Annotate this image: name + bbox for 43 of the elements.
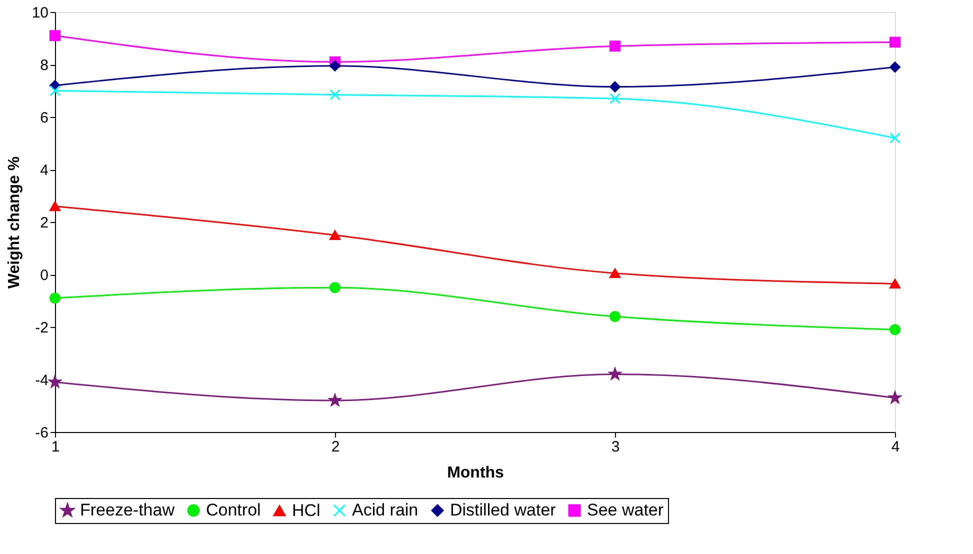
x-tick-label: 4	[891, 438, 900, 456]
point	[50, 292, 60, 304]
point	[330, 230, 340, 240]
y-tick-label: 10	[32, 4, 48, 22]
point	[330, 60, 340, 72]
y-tick-label: 8	[40, 57, 48, 74]
point	[50, 201, 60, 212]
point	[330, 282, 340, 294]
legend-label: Freeze-thaw	[80, 500, 176, 520]
y-tick-label: 6	[40, 110, 48, 126]
legend-label: Distilled water	[450, 500, 556, 520]
x-tick-label: 3	[611, 438, 620, 456]
point	[890, 132, 900, 144]
y-axis-title: Weight change %	[6, 156, 23, 289]
legend-label: Acid rain	[352, 500, 418, 520]
legend-label: Control	[206, 500, 261, 520]
point	[610, 40, 620, 52]
x-tick-label: 1	[51, 438, 60, 456]
legend-label: HCl	[292, 500, 320, 520]
point	[890, 36, 900, 48]
y-tick-label: 2	[40, 214, 48, 232]
point	[610, 268, 620, 278]
y-tick-label: -2	[35, 320, 48, 336]
y-tick-label: -4	[35, 372, 48, 389]
point	[50, 85, 60, 96]
point	[890, 62, 900, 73]
point	[328, 394, 342, 406]
point	[48, 376, 62, 388]
point	[610, 81, 620, 92]
y-tick-label: -6	[35, 424, 48, 442]
point	[888, 391, 902, 404]
y-tick-label: 4	[40, 162, 48, 179]
point	[890, 324, 900, 336]
x-tick-label: 2	[331, 438, 340, 456]
point	[50, 30, 60, 42]
point	[608, 368, 622, 380]
legend-label: See water	[587, 500, 664, 520]
point	[610, 311, 620, 322]
y-tick-label: 0	[40, 267, 48, 284]
x-axis-title: Months	[447, 464, 504, 482]
point	[330, 89, 340, 100]
point	[610, 93, 620, 104]
point	[890, 278, 900, 289]
